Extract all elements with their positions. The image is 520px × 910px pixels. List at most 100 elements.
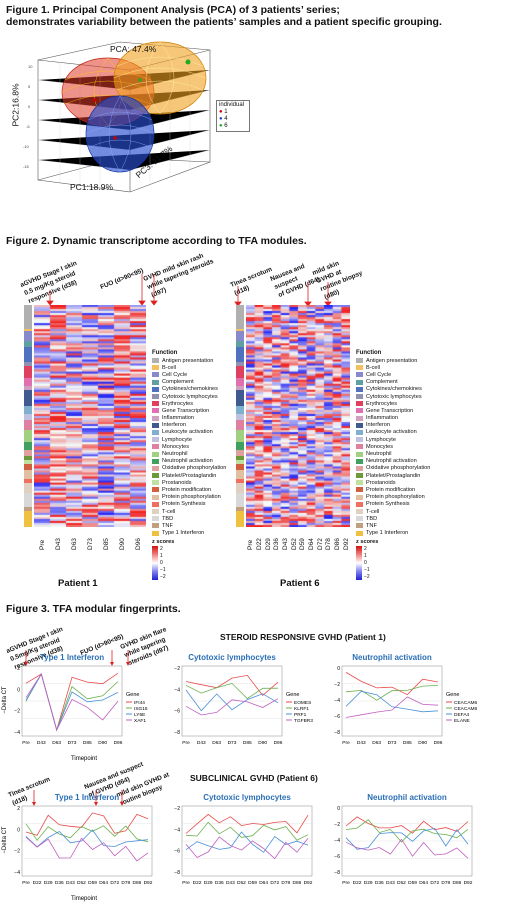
function-legend-item: Gene Transcription xyxy=(152,407,226,414)
x-tick: D64 xyxy=(259,880,268,886)
function-swatch xyxy=(356,386,363,392)
x-tick: D63 xyxy=(372,740,381,746)
zscore-tick: −2 xyxy=(160,573,166,580)
function-legend-item: Neutrophil activation xyxy=(356,458,430,465)
function-block xyxy=(24,464,32,471)
function-block xyxy=(236,420,244,431)
p6-zscore-title: z scores xyxy=(356,538,379,545)
function-block xyxy=(24,389,32,406)
heatmap-column-label: D22 xyxy=(256,538,263,550)
gene-legend-item: ELANE xyxy=(454,718,470,724)
f3-section1-heading: STEROID RESPONSIVE GVHD (Patient 1) xyxy=(220,632,386,642)
function-swatch xyxy=(356,415,363,421)
zscore-tick: −1 xyxy=(160,566,166,573)
y-tick: 0 xyxy=(17,687,20,693)
function-swatch xyxy=(356,501,363,507)
p1-column-labels: Pre D43 D63 D73 D85 D90 D96 xyxy=(34,530,146,558)
function-legend-item: Gene Transcription xyxy=(356,407,430,414)
x-tick: D36 xyxy=(215,880,224,886)
pca-legend: individual ● 1 ● 4 ● 6 xyxy=(216,100,250,132)
x-tick: D92 xyxy=(304,880,313,886)
gene-line xyxy=(345,827,469,850)
function-swatch xyxy=(152,437,159,443)
x-tick: D59 xyxy=(248,880,257,886)
function-swatch xyxy=(356,480,363,486)
function-legend-item: Protein modification xyxy=(152,486,226,493)
x-tick: D64 xyxy=(419,880,428,886)
zscore-tick: 0 xyxy=(160,559,163,566)
gene-line xyxy=(345,816,469,834)
function-swatch xyxy=(152,444,159,450)
ellipsoid-orange xyxy=(113,41,207,115)
function-legend-item: Monocytes xyxy=(152,443,226,450)
function-block xyxy=(236,331,244,342)
p1-label: Patient 1 xyxy=(58,578,98,589)
x-tick: Pre xyxy=(182,740,190,746)
function-legend-item: Complement xyxy=(152,379,226,386)
function-block xyxy=(236,510,244,527)
figure1-title-line1: Figure 1. Principal Component Analysis (… xyxy=(6,4,340,16)
function-block xyxy=(236,389,244,406)
gene-line xyxy=(345,696,439,718)
svg-text:10: 10 xyxy=(28,64,33,69)
x-tick: D63 xyxy=(52,740,61,746)
function-block xyxy=(24,341,32,348)
x-tick: D59 xyxy=(408,880,417,886)
y-tick: −2 xyxy=(334,682,340,688)
function-block xyxy=(24,413,32,421)
function-legend-item: Monocytes xyxy=(356,443,430,450)
function-block xyxy=(24,430,32,443)
heatmap-column-label: Pre xyxy=(247,539,255,550)
figure2-title: Figure 2. Dynamic transcriptome accordin… xyxy=(6,235,307,247)
x-tick: Pre xyxy=(182,880,190,886)
zscore-tick: 2 xyxy=(364,545,367,552)
y-tick: −2 xyxy=(14,709,20,715)
function-legend-item: TBD xyxy=(152,515,226,522)
function-block xyxy=(24,442,32,451)
function-legend-item: Interferon xyxy=(356,422,430,429)
heatmap-column-label: D52 xyxy=(290,538,298,550)
function-block xyxy=(236,347,244,362)
gene-legend-title: Gene xyxy=(286,692,299,698)
x-tick: D78 xyxy=(121,880,130,886)
function-swatch xyxy=(152,465,159,471)
x-tick: D59 xyxy=(88,880,97,886)
function-block xyxy=(24,478,32,483)
gene-line xyxy=(345,819,469,843)
gene-legend-title: Gene xyxy=(446,692,459,698)
ellipsoid-blue xyxy=(85,95,155,173)
y-tick: −4 xyxy=(174,827,180,833)
function-swatch xyxy=(152,516,159,522)
function-swatch xyxy=(152,494,159,500)
zscore-gradient xyxy=(356,545,362,580)
function-block xyxy=(24,456,32,461)
gene-line xyxy=(345,690,439,713)
x-tick: D96 xyxy=(114,740,123,746)
gene-legend-item: CEACAM6 xyxy=(454,700,478,706)
event-arrow-head xyxy=(24,662,28,666)
function-swatch xyxy=(152,386,159,392)
x-tick: D72 xyxy=(430,880,439,886)
function-swatch xyxy=(356,358,363,364)
function-swatch xyxy=(152,487,159,493)
x-tick: D85 xyxy=(83,740,92,746)
y-tick: 0 xyxy=(337,806,340,812)
function-swatch xyxy=(356,516,363,522)
x-tick: D73 xyxy=(228,740,237,746)
function-swatch xyxy=(356,401,363,407)
function-block xyxy=(236,430,244,443)
gene-legend-item: CEACAM8 xyxy=(454,706,478,712)
event-arrow-head xyxy=(120,802,124,806)
event-arrow-head xyxy=(126,662,130,666)
function-legend-item: Inflammation xyxy=(152,415,226,422)
heatmap-column-label: D36 xyxy=(273,538,281,550)
svg-text:-10: -10 xyxy=(23,144,30,149)
x-tick: D36 xyxy=(55,880,64,886)
gene-line xyxy=(25,829,149,848)
x-tick: D43 xyxy=(386,880,395,886)
gene-line xyxy=(25,823,149,843)
y-tick: −2 xyxy=(174,806,180,812)
panel-title: Cytotoxic lymphocytes xyxy=(188,653,276,662)
function-swatch xyxy=(356,422,363,428)
function-swatch xyxy=(152,365,159,371)
